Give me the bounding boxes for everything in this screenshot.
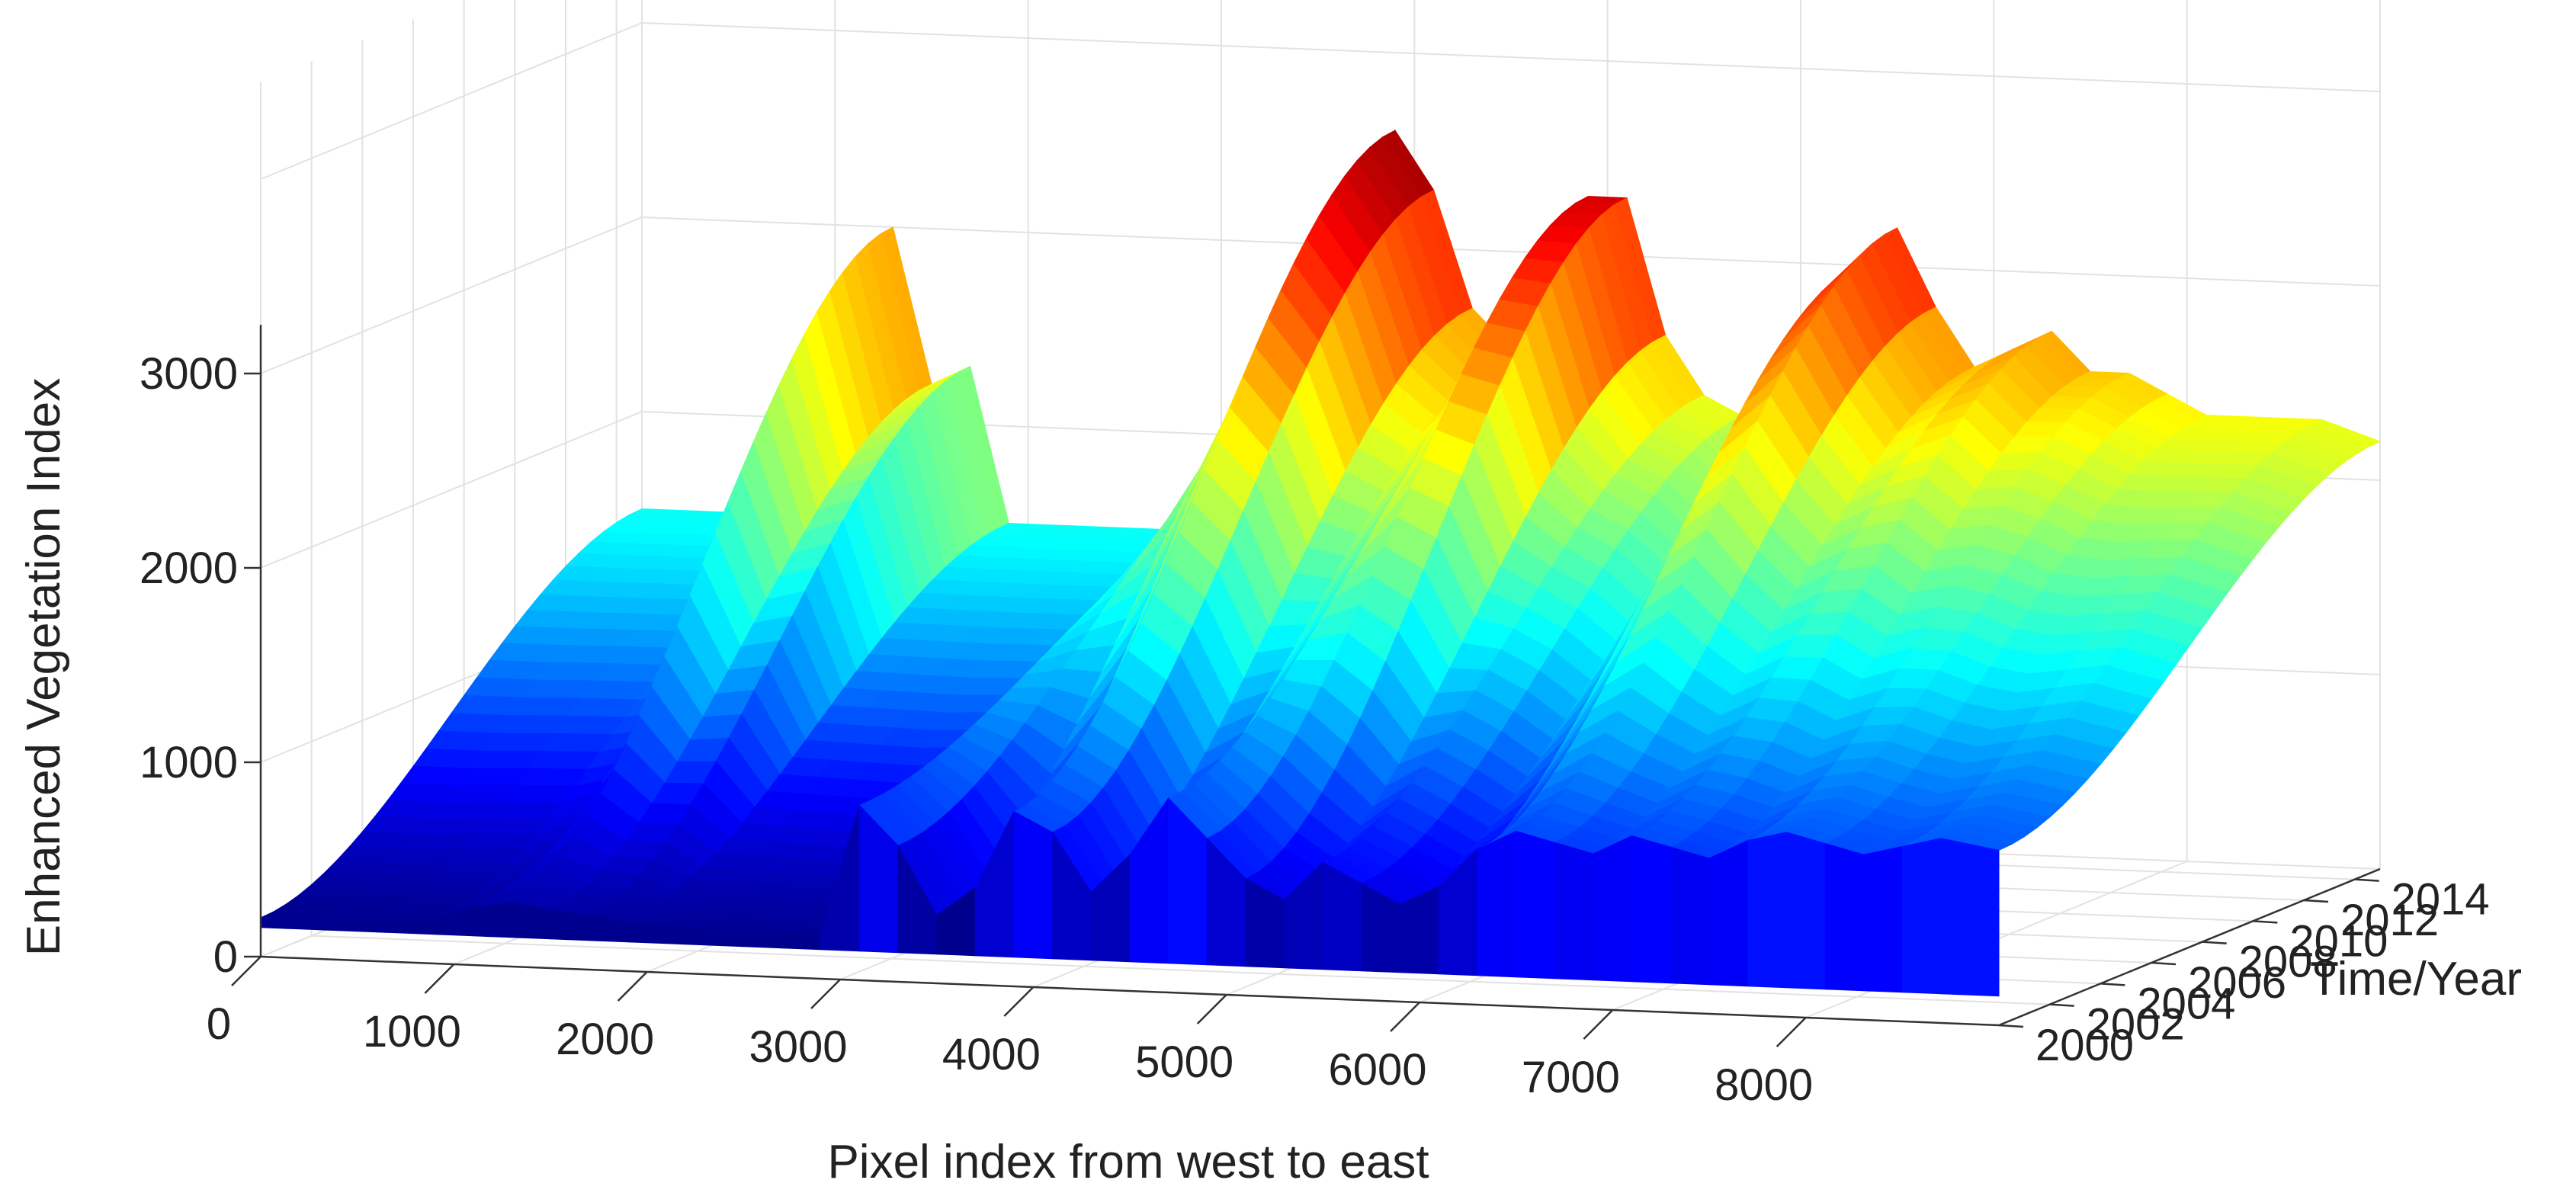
y-tick-label: 2006	[2188, 958, 2286, 1008]
x-axis-title: Pixel index from west to east	[827, 1136, 1429, 1188]
y-tick-label: 2014	[2392, 875, 2490, 925]
z-axis-ticks: 0 1000 2000 3000	[140, 349, 261, 982]
surface-skirt	[1013, 810, 1054, 960]
y-tick-mark	[2253, 920, 2278, 924]
x-tick-mark	[1390, 1002, 1420, 1032]
surface-skirt	[1863, 845, 1903, 993]
surface-skirt	[666, 925, 706, 946]
surface-skirt	[550, 909, 590, 941]
y-tick-mark	[2354, 878, 2379, 882]
x-tick-label: 8000	[1715, 1060, 1813, 1110]
y-tick-mark	[2100, 983, 2125, 986]
surface-skirt	[1940, 838, 2000, 997]
surface-skirt	[1516, 830, 1555, 980]
evi-surface	[260, 129, 2382, 997]
surface-skirt	[1785, 832, 1826, 990]
x-tick-mark	[617, 971, 648, 1002]
y-tick-label: 2008	[2239, 938, 2337, 987]
x-tick-label: 4000	[942, 1030, 1041, 1079]
y-axis-title: Time/Year	[2310, 953, 2522, 1005]
y-tick-mark	[1998, 1024, 2024, 1028]
x-axis-ticks: 0 1000 2000 3000 4000 5000 6000 7000 8000	[207, 956, 1813, 1110]
surface-skirt	[1824, 842, 1865, 992]
back-grid-line	[260, 21, 2381, 180]
surface-skirt	[627, 922, 667, 944]
surface-skirt	[781, 930, 822, 951]
y-tick-label: 2002	[2087, 1000, 2185, 1050]
y-tick-mark	[2151, 961, 2177, 966]
x-tick-label: 6000	[1328, 1045, 1426, 1095]
surface-skirt	[1901, 838, 1942, 995]
surface-skirt	[1554, 842, 1594, 981]
x-axis-line	[260, 955, 2000, 1027]
x-tick-label: 1000	[363, 1007, 461, 1057]
surface-skirt	[743, 930, 783, 949]
x-tick-label: 7000	[1522, 1053, 1620, 1102]
y-tick-mark	[2049, 1003, 2074, 1007]
x-tick-mark	[231, 956, 261, 986]
surface-skirt	[473, 902, 512, 938]
x-tick-label: 3000	[749, 1022, 847, 1072]
y-tick-label: 2012	[2340, 896, 2439, 945]
x-tick-mark	[810, 979, 841, 1009]
surface-skirt	[376, 918, 435, 935]
x-tick-mark	[1003, 986, 1035, 1017]
axes-lines	[259, 325, 2381, 1027]
y-tick-mark	[2303, 899, 2329, 903]
y-tick-label: 2000	[2035, 1021, 2134, 1070]
surface-skirt	[1631, 835, 1671, 984]
surface-skirt	[260, 917, 319, 931]
surface-skirt	[1747, 832, 1787, 989]
x-tick-label: 2000	[556, 1015, 654, 1064]
x-tick-label: 5000	[1135, 1037, 1233, 1087]
floor-grid-line	[311, 935, 2050, 1005]
x-tick-label: 0	[207, 999, 231, 1049]
y-tick-mark	[2202, 941, 2227, 944]
surface-skirt	[1593, 835, 1633, 983]
z-axis-title: Enhanced Vegetation Index	[18, 378, 70, 956]
y-tick-label: 2004	[2137, 979, 2235, 1028]
z-tick-label: 0	[213, 932, 238, 982]
x-tick-mark	[1583, 1009, 1614, 1040]
y-tick-label: 2010	[2289, 916, 2388, 966]
x-tick-mark	[424, 964, 455, 994]
z-tick-label: 1000	[140, 738, 238, 787]
surface-skirt	[1708, 839, 1749, 987]
surface-skirt	[1670, 846, 1710, 986]
surface-skirt	[1477, 830, 1517, 978]
x-tick-mark	[1776, 1017, 1807, 1047]
z-tick-label: 2000	[140, 543, 238, 593]
z-tick-label: 3000	[140, 349, 238, 399]
y-axis-line	[1998, 867, 2381, 1027]
surface-skirt	[318, 918, 377, 933]
x-tick-mark	[1196, 994, 1227, 1024]
